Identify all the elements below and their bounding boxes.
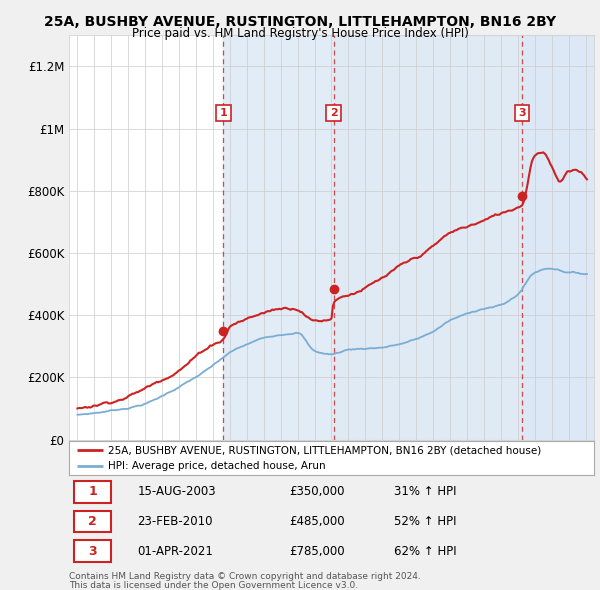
Text: Price paid vs. HM Land Registry's House Price Index (HPI): Price paid vs. HM Land Registry's House … xyxy=(131,27,469,40)
Text: 62% ↑ HPI: 62% ↑ HPI xyxy=(395,545,457,558)
Text: 1: 1 xyxy=(220,108,227,118)
Text: £485,000: £485,000 xyxy=(290,515,345,528)
Text: Contains HM Land Registry data © Crown copyright and database right 2024.: Contains HM Land Registry data © Crown c… xyxy=(69,572,421,581)
Text: 23-FEB-2010: 23-FEB-2010 xyxy=(137,515,213,528)
Bar xyxy=(223,35,334,440)
Text: HPI: Average price, detached house, Arun: HPI: Average price, detached house, Arun xyxy=(109,461,326,471)
Text: 01-APR-2021: 01-APR-2021 xyxy=(137,545,213,558)
Bar xyxy=(223,35,594,440)
FancyBboxPatch shape xyxy=(74,481,111,503)
FancyBboxPatch shape xyxy=(74,540,111,562)
Text: 3: 3 xyxy=(518,108,526,118)
Text: 52% ↑ HPI: 52% ↑ HPI xyxy=(395,515,457,528)
Text: 1: 1 xyxy=(88,486,97,499)
FancyBboxPatch shape xyxy=(74,511,111,532)
Bar xyxy=(522,35,594,440)
Text: £350,000: £350,000 xyxy=(290,486,345,499)
Text: 25A, BUSHBY AVENUE, RUSTINGTON, LITTLEHAMPTON, BN16 2BY (detached house): 25A, BUSHBY AVENUE, RUSTINGTON, LITTLEHA… xyxy=(109,445,542,455)
Text: 2: 2 xyxy=(329,108,337,118)
Bar xyxy=(522,35,594,440)
Bar xyxy=(334,35,594,440)
Text: 31% ↑ HPI: 31% ↑ HPI xyxy=(395,486,457,499)
Text: 2: 2 xyxy=(88,515,97,528)
Bar xyxy=(522,35,594,440)
Text: £785,000: £785,000 xyxy=(290,545,345,558)
Bar xyxy=(334,35,522,440)
Text: This data is licensed under the Open Government Licence v3.0.: This data is licensed under the Open Gov… xyxy=(69,581,358,590)
Text: 15-AUG-2003: 15-AUG-2003 xyxy=(137,486,216,499)
Text: 25A, BUSHBY AVENUE, RUSTINGTON, LITTLEHAMPTON, BN16 2BY: 25A, BUSHBY AVENUE, RUSTINGTON, LITTLEHA… xyxy=(44,15,556,29)
Text: 3: 3 xyxy=(88,545,97,558)
